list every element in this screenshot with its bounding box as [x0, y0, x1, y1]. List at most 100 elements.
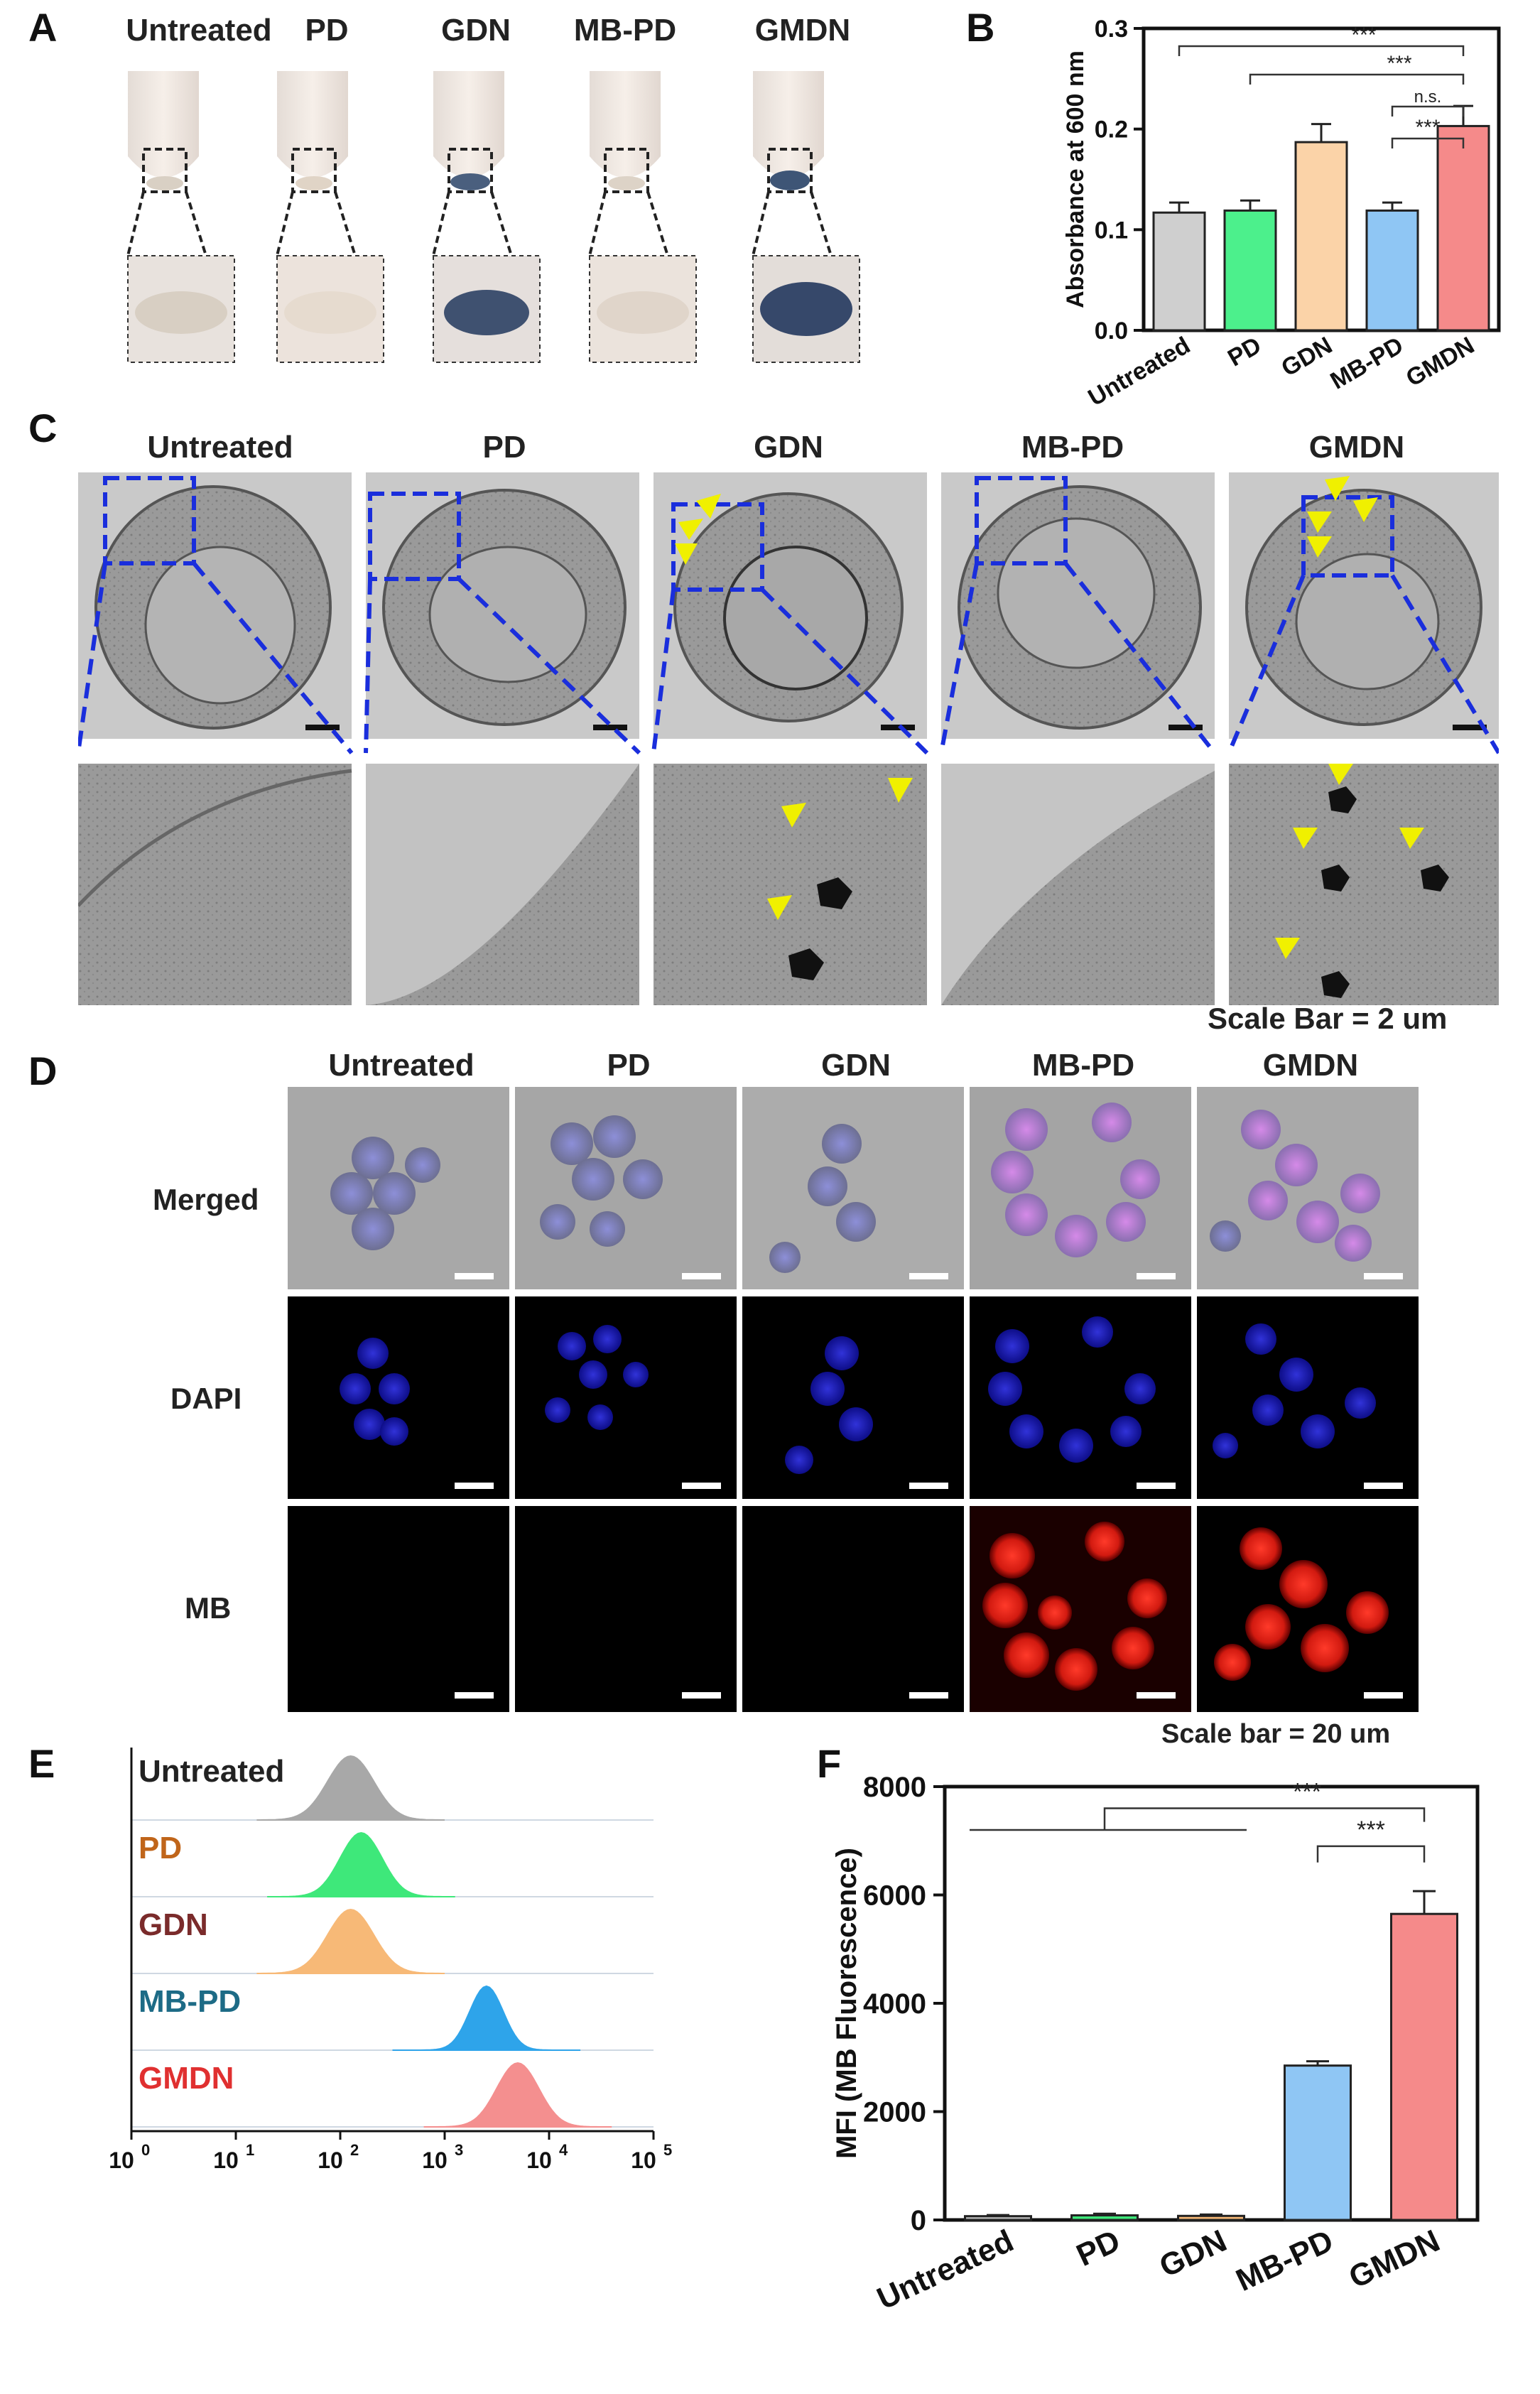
panel-d-row-merged: Merged: [153, 1183, 259, 1216]
panel-a-label-gdn: GDN: [441, 13, 511, 48]
chart-f-sig-label: ***: [1357, 1816, 1385, 1843]
chart-b-sig-label: n.s.: [1414, 87, 1442, 107]
chart-f-ytick-label: 2000: [863, 2097, 926, 2128]
chart-f-ylabel: MFI (MB Fluorescence): [831, 1848, 862, 2159]
chart-e-series-label: MB-PD: [139, 1984, 241, 2019]
chart-b-sig-bracket: [1178, 45, 1465, 56]
chart-b-ylabel: Absorbance at 600 nm: [1062, 50, 1089, 308]
chart-f-ytick-label: 0: [911, 2205, 926, 2236]
tem-bottom-pd: [366, 764, 639, 1005]
chart-b-bar: [1152, 211, 1206, 332]
panel-c-label-mbpd: MB-PD: [1021, 430, 1124, 465]
chart-e-xtick-exponent: 4: [559, 2141, 568, 2159]
panel-c-tem-grid: [78, 472, 1499, 1005]
chart-e-histogram: [267, 1831, 455, 1897]
chart-e-xtick-label: 10: [318, 2147, 343, 2173]
tube-gdn: [432, 71, 541, 363]
chart-f-ytick-label: 4000: [863, 1988, 926, 2020]
chart-f-ytick-label: 6000: [863, 1880, 926, 1912]
chart-b-sig-bracket: [1249, 73, 1465, 85]
panel-a-label-pd: PD: [305, 13, 349, 48]
tem-bottom-gmdn: [1229, 764, 1499, 1005]
chart-b-bar: [1436, 124, 1490, 332]
tem-top-pd: [366, 472, 639, 739]
chart-f-bar: [1284, 2064, 1352, 2221]
chart-e-xtick-exponent: 2: [350, 2141, 359, 2159]
chart-b-sig-bracket: [1391, 137, 1465, 148]
tem-bottom-mbpd: [941, 764, 1215, 1005]
chart-b-sig-label: ***: [1351, 23, 1376, 47]
chart-f-sig-bracket: [1103, 1807, 1426, 1830]
chart-f-bar: [1177, 2214, 1245, 2221]
chart-b-bar: [1294, 141, 1348, 332]
chart-e-series-label: Untreated: [139, 1754, 284, 1789]
chart-e-series-label: GMDN: [139, 2061, 234, 2096]
panel-d-scale-bar-label: Scale bar = 20 um: [1161, 1719, 1391, 1749]
tube-mbpd: [588, 71, 697, 363]
chart-f-xtick-label: MB-PD: [1231, 2224, 1338, 2298]
panel-label-e: E: [28, 1741, 55, 1786]
tube-pd: [276, 71, 384, 363]
tube-untreated: [126, 71, 235, 363]
chart-e-xtick-label: 10: [109, 2147, 134, 2173]
chart-b-xtick-label: GMDN: [1401, 332, 1479, 392]
panel-d-row-mb: MB: [185, 1591, 232, 1625]
panel-label-d: D: [28, 1049, 58, 1093]
panel-a-label-untreated: Untreated: [126, 13, 272, 48]
chart-b-xtick-label: PD: [1223, 332, 1266, 372]
chart-f-xtick-label: Untreated: [872, 2224, 1019, 2317]
panel-label-f: F: [817, 1741, 842, 1786]
chart-f-xtick-label: GMDN: [1344, 2224, 1446, 2295]
chart-e-xtick-exponent: 5: [663, 2141, 672, 2159]
chart-e-histogram: [423, 2062, 612, 2128]
panel-label-b: B: [966, 5, 995, 50]
chart-e-series-label: GDN: [139, 1907, 208, 1942]
chart-e-histogram: [392, 1985, 581, 2051]
chart-e-xtick-label: 10: [213, 2147, 239, 2173]
panel-c-label-gdn: GDN: [754, 430, 823, 465]
chart-e-xtick-label: 10: [631, 2147, 656, 2173]
chart-f-sig-label: ***: [1293, 1779, 1321, 1806]
chart-b-ytick-label: 0.2: [1095, 117, 1128, 143]
panel-d-label-gdn: GDN: [821, 1048, 891, 1083]
chart-e-xtick-label: 10: [422, 2147, 448, 2173]
tem-top-gdn: [654, 472, 927, 739]
panel-d-label-pd: PD: [607, 1048, 651, 1083]
chart-e-xtick-label: 10: [526, 2147, 552, 2173]
tube-gmdn: [752, 71, 860, 363]
panel-label-a: A: [28, 5, 58, 50]
chart-b-ytick-label: 0.3: [1095, 16, 1128, 43]
chart-e-series-label: PD: [139, 1831, 182, 1865]
mb-row: [288, 1506, 1419, 1712]
panel-c-label-gmdn: GMDN: [1308, 430, 1405, 465]
chart-f-xtick-label: GDN: [1154, 2224, 1232, 2285]
chart-b-bar: [1223, 209, 1277, 332]
tem-bottom-untreated: [78, 764, 352, 1005]
panel-d-label-untreated: Untreated: [328, 1048, 475, 1083]
panel-d-fluorescence-grid: [288, 1087, 1419, 1712]
chart-b-sig-label: ***: [1415, 116, 1440, 139]
panel-c-scale-bar-label: Scale Bar = 2 um: [1208, 1002, 1448, 1035]
chart-b-sig-bracket: [1391, 105, 1465, 117]
chart-b-sig-label: ***: [1387, 52, 1411, 75]
panel-d-label-mbpd: MB-PD: [1031, 1048, 1135, 1083]
panel-c-label-untreated: Untreated: [147, 430, 293, 465]
tem-top-untreated: [78, 472, 352, 739]
panel-a-label-gmdn: GMDN: [754, 13, 851, 48]
panel-c-label-pd: PD: [482, 430, 526, 465]
chart-f-bar: [964, 2215, 1032, 2221]
merged-row: [288, 1087, 1419, 1289]
chart-f-sig-bracket: [1316, 1845, 1426, 1863]
chart-b-xtick-label: MB-PD: [1325, 332, 1408, 395]
chart-e-xtick-exponent: 1: [246, 2141, 254, 2159]
chart-e-xtick-exponent: 0: [141, 2141, 150, 2159]
tem-top-mbpd: [941, 472, 1215, 739]
chart-f-ytick-label: 8000: [863, 1772, 926, 1803]
panel-d-label-gmdn: GMDN: [1262, 1048, 1359, 1083]
panel-a-label-mbpd: MB-PD: [573, 13, 677, 48]
panel-d-row-dapi: DAPI: [170, 1382, 242, 1415]
dapi-row: [288, 1296, 1419, 1499]
tem-top-gmdn: [1229, 472, 1499, 739]
chart-e-xtick-exponent: 3: [455, 2141, 463, 2159]
